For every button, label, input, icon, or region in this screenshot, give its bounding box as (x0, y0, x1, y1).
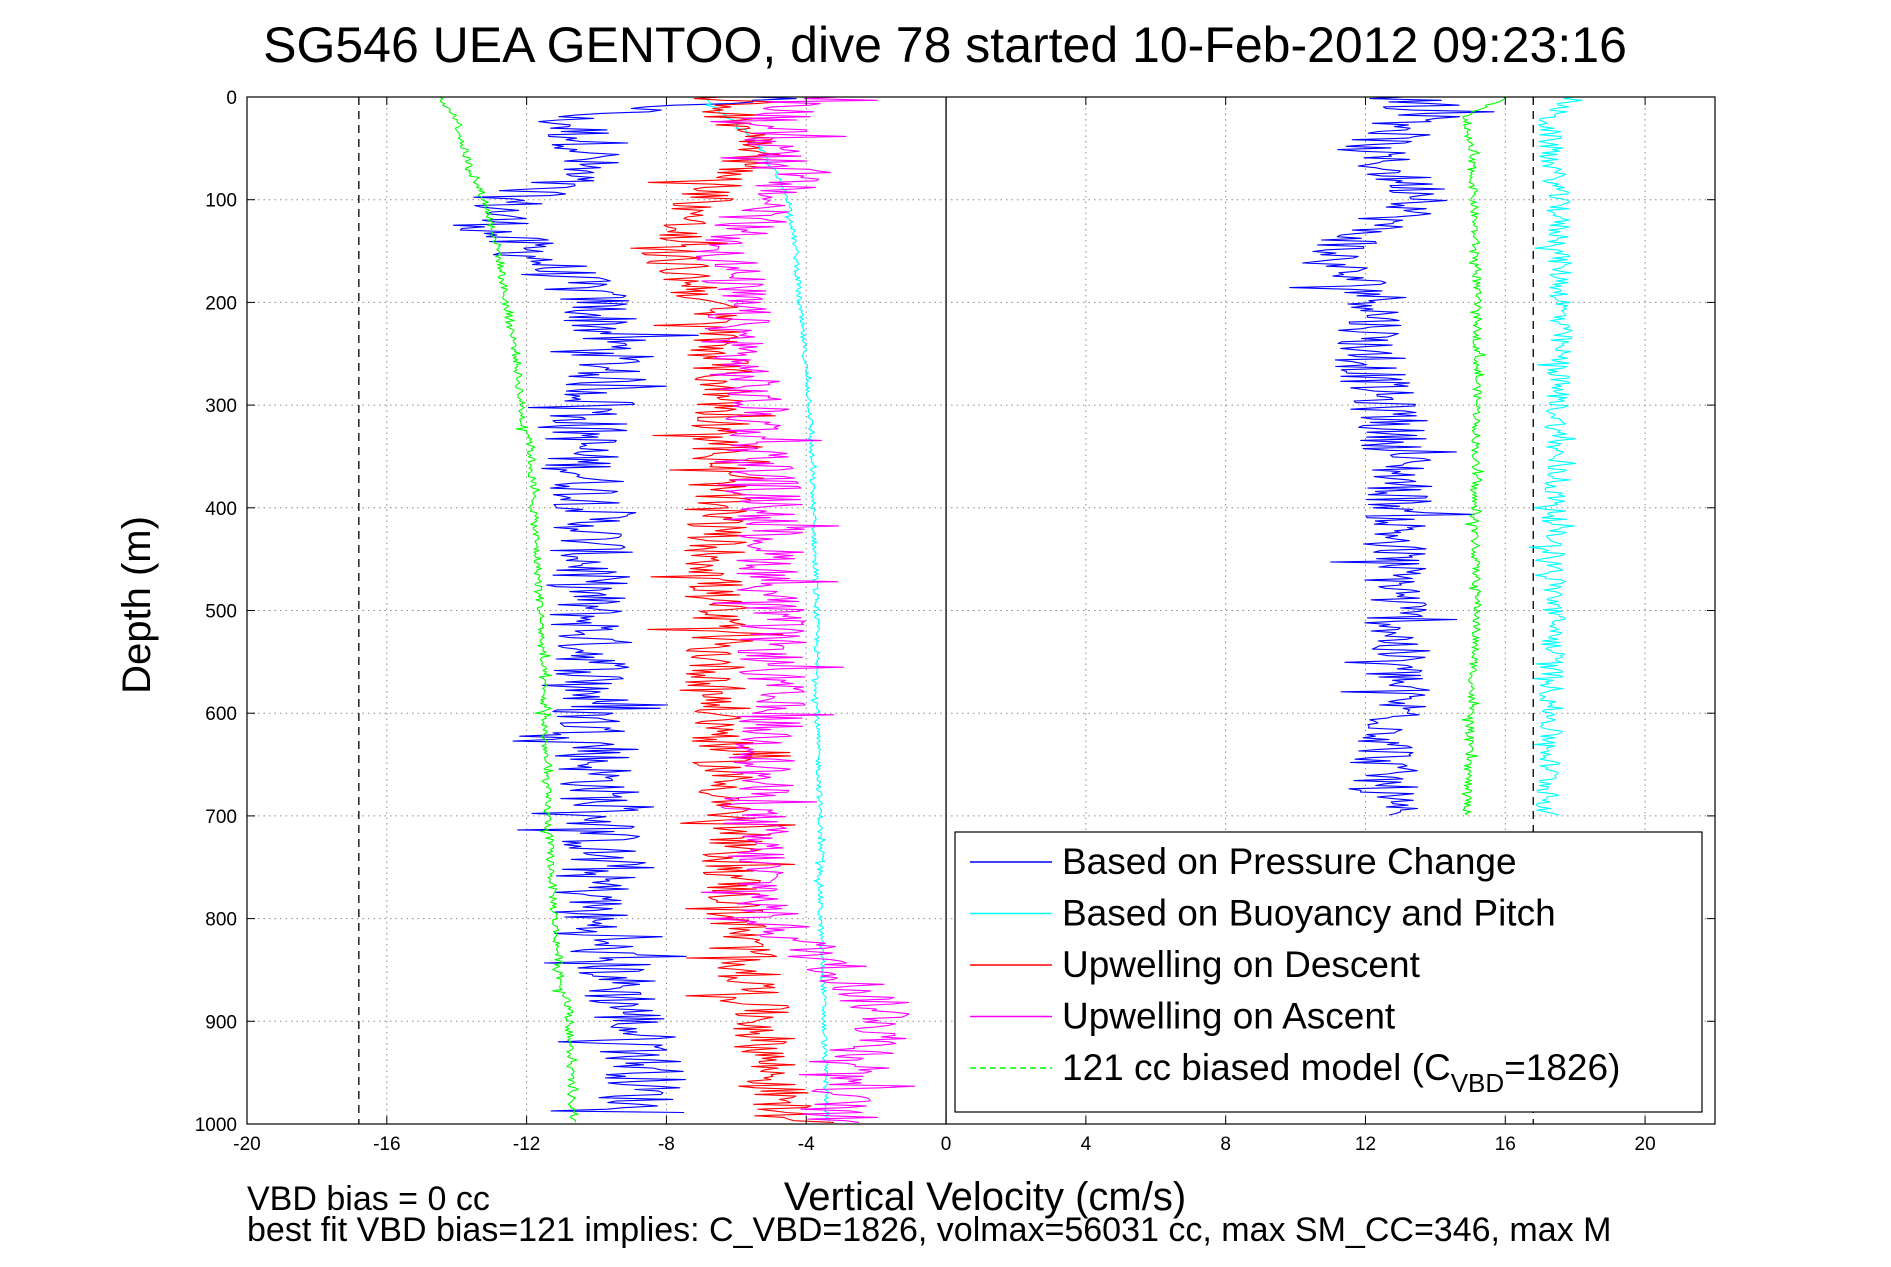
x-axis-title: Vertical Velocity (cm/s) (784, 1175, 1186, 1219)
legend-entry-label: Based on Buoyancy and Pitch (1062, 893, 1556, 934)
legend-entry-label: Upwelling on Descent (1062, 944, 1421, 985)
series-line-4 (630, 96, 835, 1123)
series-lines (438, 96, 1583, 1123)
x-tick-label: 16 (1495, 1134, 1516, 1155)
y-tick-label: 600 (205, 704, 237, 725)
series-line-1 (1289, 96, 1495, 816)
y-tick-label: 900 (205, 1012, 237, 1033)
series-line-0 (452, 96, 797, 1114)
legend-box (954, 831, 1703, 1113)
y-tick-label: 800 (205, 910, 237, 931)
x-tick-label: 12 (1355, 1134, 1376, 1155)
legend-entry-label: Upwelling on Ascent (1062, 996, 1396, 1037)
x-tick-label: 20 (1635, 1134, 1656, 1155)
series-line-2 (699, 96, 831, 1123)
x-tick-label: 8 (1220, 1134, 1231, 1155)
series-line-7 (1461, 96, 1506, 816)
best-fit-annotation: best fit VBD bias=121 implies: C_VBD=182… (247, 1211, 1611, 1249)
y-axis-title: Depth (m) (115, 516, 159, 694)
x-tick-label: -4 (798, 1134, 815, 1155)
x-tick-label: -16 (373, 1134, 400, 1155)
y-tick-label: 300 (205, 396, 237, 417)
x-tick-label: 4 (1081, 1134, 1092, 1155)
legend-entry-label: 121 cc biased model (CVBD=1826) (1062, 1047, 1620, 1098)
y-tick-label: 500 (205, 602, 237, 623)
x-tick-label: 0 (941, 1134, 952, 1155)
y-tick-label: 700 (205, 807, 237, 828)
series-line-5 (695, 96, 916, 1123)
y-tick-label: 200 (205, 293, 237, 314)
x-tick-label: -12 (513, 1134, 540, 1155)
y-tick-label: 1000 (195, 1115, 237, 1136)
chart-title: SG546 UEA GENTOO, dive 78 started 10-Feb… (263, 17, 1627, 73)
legend-entry-label: Based on Pressure Change (1062, 841, 1517, 882)
y-tick-label: 0 (226, 88, 237, 109)
vbd-bias-annotation: VBD bias = 0 cc (247, 1180, 490, 1218)
x-tick-label: -8 (658, 1134, 675, 1155)
legend: Based on Pressure Change Based on Buoyanc… (954, 831, 1703, 1113)
series-line-3 (1528, 96, 1583, 816)
y-tick-label: 100 (205, 191, 237, 212)
x-tick-label: -20 (233, 1134, 260, 1155)
series-line-6 (438, 96, 579, 1123)
y-tick-label: 400 (205, 499, 237, 520)
axis-ticks: -20 -16 -12 -8 -4 0 4 8 12 16 20010020030040050060… (195, 88, 1715, 1155)
